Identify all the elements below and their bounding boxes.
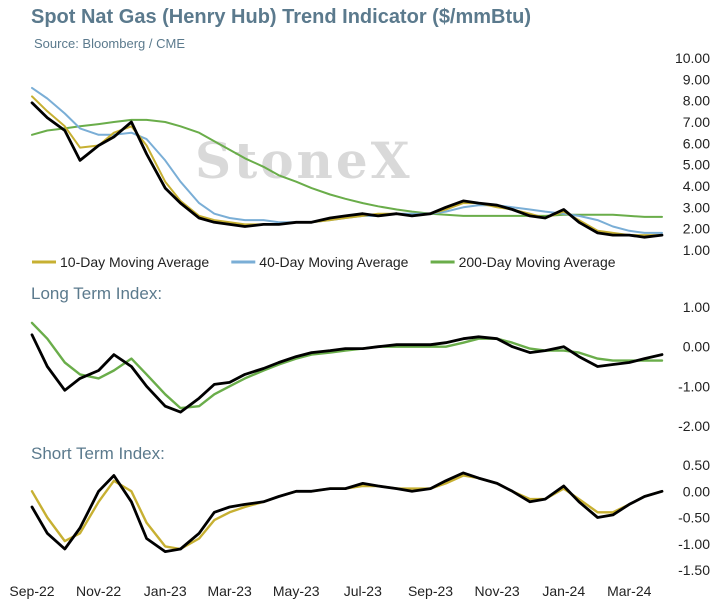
y-tick-label: 6.00 <box>683 135 710 151</box>
y-tick-label: -0.50 <box>678 510 710 526</box>
x-tick-label: Jan-24 <box>542 583 585 599</box>
y-tick-label: 1.00 <box>683 299 710 315</box>
x-tick-label: Mar-24 <box>607 583 652 599</box>
y-tick-label: 7.00 <box>683 114 710 130</box>
series-line-1 <box>30 471 664 553</box>
y-tick-label: 4.00 <box>683 178 710 194</box>
x-tick-label: Sep-23 <box>408 583 453 599</box>
x-tick-label: Nov-22 <box>76 583 121 599</box>
y-tick-label: 5.00 <box>683 157 710 173</box>
y-tick-label: 10.00 <box>675 50 710 66</box>
chart-source: Source: Bloomberg / CME <box>34 36 186 51</box>
y-tick-label: 8.00 <box>683 93 710 109</box>
legend-label: 40-Day Moving Average <box>259 254 408 270</box>
panel-2: Long Term Index: 1.00 0.00 -1.00 -2.00 <box>30 284 710 434</box>
panel-title: Long Term Index: <box>31 284 162 303</box>
series-line-4 <box>31 118 663 218</box>
panel-3: Short Term Index: 0.50 0.00 -0.50 -1.00 -1.50 <box>30 444 710 578</box>
legend-label: 10-Day Moving Average <box>60 254 209 270</box>
series-line-1 <box>30 101 664 239</box>
panel-1: 10.00 9.00 8.00 7.00 6.00 5.00 4.00 3.00 2.00 1.0… <box>30 50 710 270</box>
y-tick-label: -1.50 <box>678 562 710 578</box>
y-tick-label: 3.00 <box>683 199 710 215</box>
y-tick-label: 9.00 <box>683 71 710 87</box>
chart-title: Spot Nat Gas (Henry Hub) Trend Indicator… <box>31 6 532 28</box>
series-line-1 <box>30 333 664 414</box>
y-tick-label: 2.00 <box>683 221 710 237</box>
series-line-2 <box>30 321 664 410</box>
panel-title: Short Term Index: <box>31 444 165 463</box>
x-axis: Sep-22 Nov-22 Jan-23 Mar-23 May-23 Jul-23 Sep-… <box>9 583 651 599</box>
x-tick-label: Sep-22 <box>9 583 54 599</box>
x-tick-label: May-23 <box>273 583 320 599</box>
legend-label: 200-Day Moving Average <box>459 254 616 270</box>
y-tick-label: 0.50 <box>683 457 710 473</box>
y-tick-label: -1.00 <box>678 378 710 394</box>
y-tick-label: 0.00 <box>683 483 710 499</box>
x-tick-label: Jul-23 <box>344 583 382 599</box>
y-tick-label: -1.00 <box>678 536 710 552</box>
x-tick-label: Nov-23 <box>475 583 520 599</box>
legend: 10-Day Moving Average 40-Day Moving Avera… <box>32 254 616 270</box>
chart-panels: 10.00 9.00 8.00 7.00 6.00 5.00 4.00 3.00 2.00 1.0… <box>30 50 710 578</box>
series-line-2 <box>30 474 664 551</box>
x-tick-label: Jan-23 <box>144 583 187 599</box>
x-tick-label: Mar-23 <box>207 583 252 599</box>
y-tick-label: -2.00 <box>678 418 710 434</box>
watermark-logo: StoneX <box>195 131 413 190</box>
y-tick-label: 0.00 <box>683 339 710 355</box>
y-tick-label: 1.00 <box>683 242 710 258</box>
